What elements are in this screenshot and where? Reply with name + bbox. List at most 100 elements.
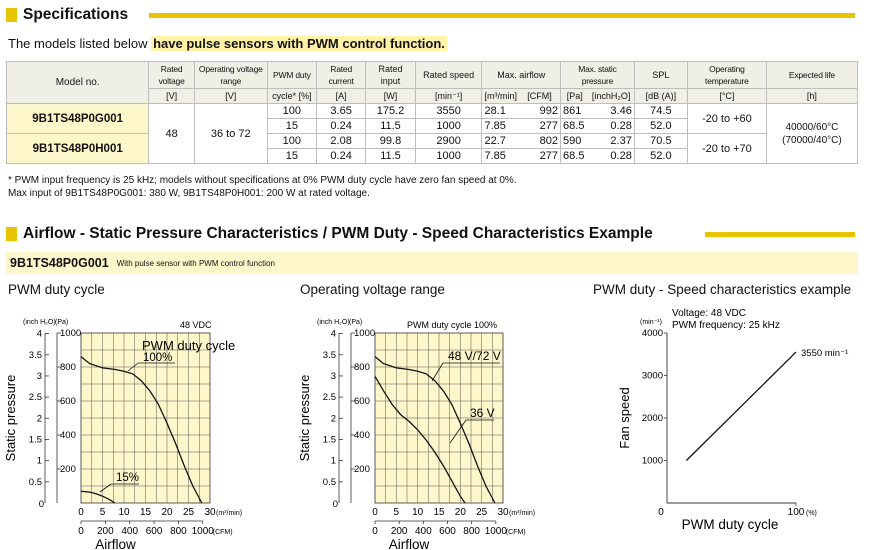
pa-tick-label: 600 [60,396,76,407]
y-unit-left: (inch H₂O) [23,319,56,326]
pressure-in-cell: 0.28 [588,148,635,164]
footnote-max-input: Max input of 9B1TS48P0G001: 380 W, 9B1TS… [8,188,370,199]
x-unit: (%) [806,510,817,517]
airflow-c-cell: 277 [518,148,562,164]
table-row: 9B1TS48P0H001 100 2.08 99.8 2900 22.7 80… [5,133,858,164]
spl-cell: 52.0 [633,118,688,134]
inch-tick-label: 1 [37,456,42,467]
pressure-pa-cell: 68.5 [560,118,589,134]
footnote-pwm: * PWM input frequency is 25 kHz; models … [8,175,517,186]
x-tick-label: 0 [372,507,378,518]
leader-line [127,362,139,372]
cfm-tick-label: 800 [170,526,187,537]
th-pressure: Max. static pressure [560,61,635,89]
cfm-tick-label: 600 [146,526,163,537]
current-cell: 0.24 [315,148,367,164]
cfm-tick-label: 800 [463,526,480,537]
y-unit-right: (Pa) [349,319,362,326]
chart-title-pwm: PWM duty cycle [8,282,105,297]
y-tick-label: 4000 [642,328,663,339]
pa-tick-label: 400 [60,430,76,441]
intro-text: The models listed below have pulse senso… [8,36,447,51]
spl-cell: 70.5 [633,133,688,149]
header-rule [149,13,855,18]
inch-tick-label: 3.5 [323,350,336,361]
y-axis-label: Static pressure [297,375,312,462]
chart-title-voltage: Operating voltage range [300,282,445,297]
table-row: 9B1TS48P0G001 48 36 to 72 100 3.65 175.2… [5,103,859,164]
subheader-desc: With pulse sensor with PWM control funct… [116,258,275,268]
pwm-cell: 100 [266,133,317,149]
y-tick-label: 1000 [642,456,663,467]
pressure-pa-cell: 861 [560,103,589,119]
inch-tick-label: 2 [331,413,336,424]
y-axis-label: Static pressure [3,375,18,462]
x-tick-label: 0 [658,507,664,518]
intro-highlight: have pulse sensors with PWM control func… [151,36,447,51]
th-rated-voltage: Rated voltage [148,61,195,89]
cfm-tick-label: 0 [372,526,378,537]
speed-cell: 2900 [414,133,483,149]
end-point-label: 3550 min⁻¹ [801,348,848,359]
x-tick-label: 25 [183,507,195,518]
th-pwm: PWM duty [266,61,317,89]
section-marker-icon [6,8,17,22]
y-tick-label: 3000 [642,371,663,382]
chart-title-speed: PWM duty - Speed characteristics example [593,282,852,297]
x-tick-label: 15 [433,507,445,518]
inch-tick-label: 1.5 [29,434,42,445]
series-label-100: 100% [143,352,172,364]
model-cell: 9B1TS48P0H001 [5,133,150,164]
series-line-1 [80,356,203,504]
series-label-36v: 36 V [470,406,495,420]
x-tick-label: 5 [100,507,106,518]
x-tick-label: 25 [476,507,488,518]
y-unit-left: (inch H₂O) [317,319,350,326]
series-line-1 [374,356,496,504]
x2-unit: (CFM) [213,529,233,536]
table-header-row: Model no. Rated voltage Operating voltag… [5,61,859,104]
th-current: Rated current [315,61,367,89]
model-cell: 9B1TS48P0G001 [5,103,150,134]
series-line-2 [80,490,116,504]
y-unit-right: (Pa) [55,319,68,326]
model-subheader: 9B1TS48P0G001 With pulse sensor with PWM… [6,252,858,274]
speed-cell: 1000 [414,148,483,164]
inch-tick-label: 0.5 [29,477,42,488]
x-tick-label: 10 [412,507,424,518]
header-rule [705,232,855,237]
input-cell: 175.2 [365,103,416,119]
cfm-tick-label: 400 [121,526,138,537]
leader-line [449,419,467,444]
pa-tick-label: 800 [354,362,370,373]
x-tick-label: 20 [455,507,467,518]
chart-annotation: 48 VDC [180,320,212,330]
pressure-in-cell: 3.46 [588,103,635,119]
chart-duty-speed: 1000 2000 3000 4000 0 100 (%) (min⁻¹) Voltage: 4… [617,308,848,532]
subheader-model: 9B1TS48P0G001 [10,256,109,270]
series-label-15: 15% [116,472,139,484]
inch-tick-label: 2 [37,413,42,424]
unit-input: [W] [365,88,416,104]
charts-header: Airflow - Static Pressure Characteristic… [6,223,653,245]
cfm-tick-label: 200 [391,526,408,537]
y-axis-label: Fan speed [617,387,632,448]
inch-tick-label: 3 [331,371,336,382]
speed-cell: 3550 [414,103,483,119]
specifications-header: Specifications [6,4,128,26]
input-cell: 11.5 [365,148,416,164]
th-speed: Rated speed [414,61,483,89]
spl-cell: 74.5 [633,103,688,119]
specifications-title: Specifications [23,6,129,23]
inch-tick-label: 2.5 [323,392,336,403]
inch-tick-label: 3.5 [29,350,42,361]
x-tick-label: 30 [497,507,509,518]
unit-pwm: cycle* [%] [266,88,317,104]
x-unit: (m³/min) [509,510,535,517]
series-line-2 [374,376,466,504]
inch-tick-label: 3 [37,371,42,382]
inch-tick-label: 0 [39,499,44,510]
y-tick-label: 2000 [642,413,663,424]
inch-tick-label: 0 [333,499,338,510]
